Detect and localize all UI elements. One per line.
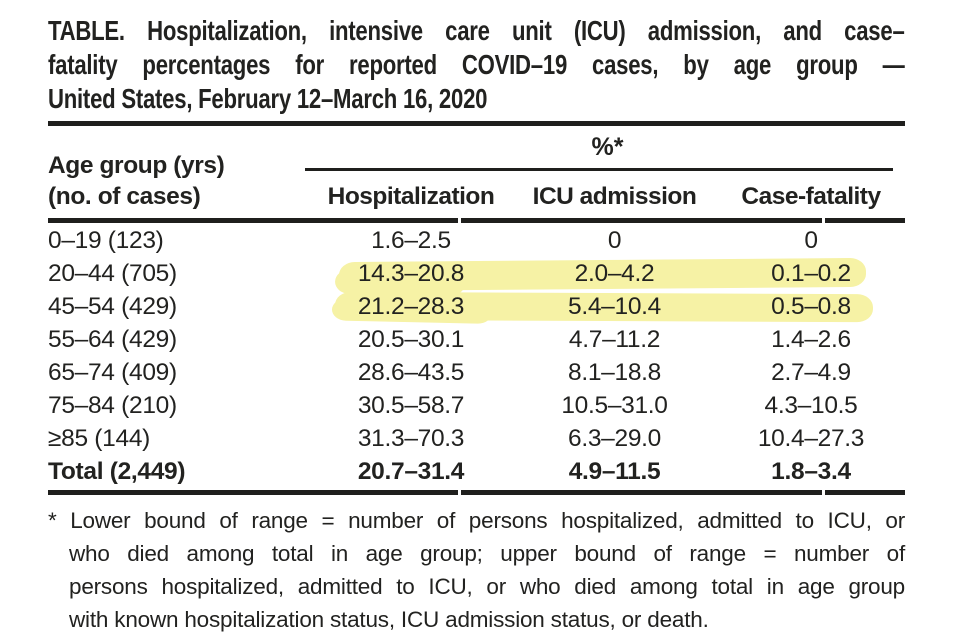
icu-admission-cell: 4.7–11.2 [568, 326, 661, 353]
age-cell: 45–54 (429) [48, 293, 177, 320]
case-fatality-cell: 1.4–2.6 [771, 326, 851, 353]
age-group-column-header: Age group (yrs) (no. of cases) [48, 150, 225, 212]
icu-admission-cell: 10.5–31.0 [561, 392, 668, 419]
table-row: 65–74 (409) 28.6–43.5 8.1–18.8 2.7–4.9 [48, 356, 905, 389]
footnote-line-4: with known hospitalization status, ICU a… [69, 607, 709, 632]
age-cell: Total (2,449) [48, 458, 186, 485]
icu-admission-cell: 4.9–11.5 [568, 458, 661, 485]
table-title-line-3: United States, February 12–March 16, 202… [48, 83, 488, 114]
hospitalization-column-header: Hospitalization [327, 183, 495, 210]
age-cell: 0–19 (123) [48, 227, 164, 254]
table-row-highlighted: 20–44 (705) 14.3–20.8 2.0–4.2 0.1–0.2 [48, 257, 905, 290]
table-figure: TABLE. Hospitalization, intensive care u… [48, 14, 905, 636]
icu-admission-cell: 0 [607, 227, 622, 254]
table-title: TABLE. Hospitalization, intensive care u… [48, 14, 905, 116]
age-cell: 75–84 (210) [48, 392, 177, 419]
table-header: %* Age group (yrs) (no. of cases) Hospit… [48, 126, 905, 218]
age-cell: 20–44 (705) [48, 260, 177, 287]
hospitalization-cell: 30.5–58.7 [357, 392, 465, 419]
case-fatality-cell: 1.8–3.4 [771, 458, 851, 485]
hospitalization-cell: 31.3–70.3 [357, 425, 465, 452]
table-title-line-2: fatality percentages for reported COVID–… [48, 49, 905, 80]
footnote-line-1: * Lower bound of range = number of perso… [48, 508, 905, 533]
hospitalization-cell: 28.6–43.5 [357, 359, 465, 386]
age-cell: 65–74 (409) [48, 359, 177, 386]
case-fatality-cell: 0.5–0.8 [771, 293, 851, 320]
table-total-row: Total (2,449) 20.7–31.4 4.9–11.5 1.8–3.4 [48, 455, 905, 488]
age-cell: ≥85 (144) [48, 425, 150, 452]
icu-admission-cell: 6.3–29.0 [568, 425, 661, 452]
rule-below-total [48, 490, 905, 495]
hospitalization-cell: 20.7–31.4 [357, 458, 465, 485]
case-fatality-cell: 4.3–10.5 [764, 392, 858, 419]
table-footnote: * Lower bound of range = number of perso… [48, 504, 905, 636]
rule-below-spanner [305, 168, 893, 171]
footnote-line-2: who died among total in age group; upper… [69, 541, 905, 566]
hospitalization-cell: 14.3–20.8 [357, 260, 465, 287]
rule-below-header [48, 218, 905, 223]
rule-below-title [48, 121, 905, 126]
rule-gap [458, 490, 461, 495]
hospitalization-cell: 1.6–2.5 [371, 227, 451, 254]
icu-admission-cell: 8.1–18.8 [568, 359, 661, 386]
case-fatality-cell: 0.1–0.2 [771, 260, 851, 287]
table-title-line-1: TABLE. Hospitalization, intensive care u… [48, 15, 905, 46]
hospitalization-cell: 21.2–28.3 [357, 293, 465, 320]
case-fatality-cell: 10.4–27.3 [757, 425, 865, 452]
age-group-header-line-1: Age group (yrs) [48, 152, 225, 179]
table-row-highlighted: 45–54 (429) 21.2–28.3 5.4–10.4 0.5–0.8 [48, 290, 905, 323]
table-row: 55–64 (429) 20.5–30.1 4.7–11.2 1.4–2.6 [48, 323, 905, 356]
table-row: ≥85 (144) 31.3–70.3 6.3–29.0 10.4–27.3 [48, 422, 905, 455]
icu-admission-cell: 5.4–10.4 [568, 293, 661, 320]
rule-gap [822, 218, 825, 223]
case-fatality-cell: 2.7–4.9 [771, 359, 851, 386]
age-cell: 55–64 (429) [48, 326, 177, 353]
footnote-line-3: persons hospitalized, admitted to ICU, o… [69, 574, 905, 599]
table-row: 75–84 (210) 30.5–58.7 10.5–31.0 4.3–10.5 [48, 389, 905, 422]
case-fatality-cell: 0 [804, 227, 818, 254]
table-body: 0–19 (123) 1.6–2.5 0 0 20–44 (705) 14.3–… [48, 223, 905, 488]
age-group-header-line-2: (no. of cases) [48, 183, 201, 210]
hospitalization-cell: 20.5–30.1 [357, 326, 465, 353]
percent-spanner-header: %* [591, 133, 624, 161]
rule-gap [822, 490, 825, 495]
icu-admission-column-header: ICU admission [532, 183, 697, 210]
case-fatality-column-header: Case-fatality [741, 183, 881, 210]
rule-gap [458, 218, 461, 223]
table-row: 0–19 (123) 1.6–2.5 0 0 [48, 224, 905, 257]
icu-admission-cell: 2.0–4.2 [574, 260, 655, 287]
